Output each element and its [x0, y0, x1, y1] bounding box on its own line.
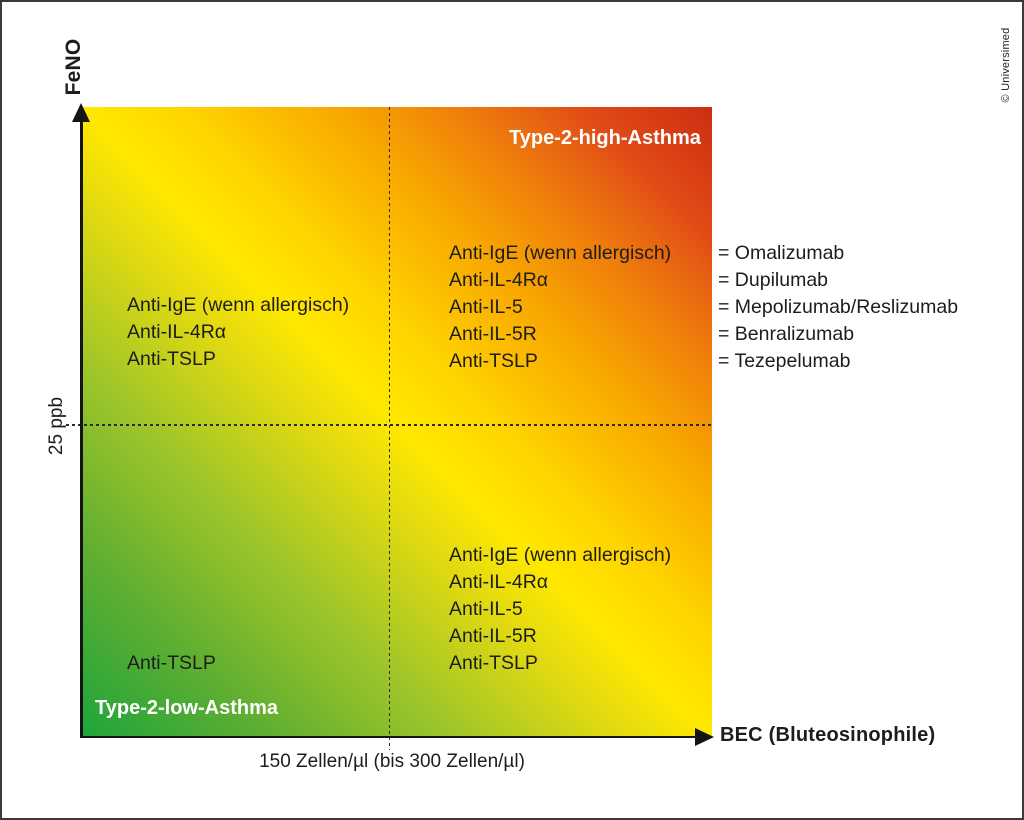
upper-right-therapy-list: Anti-IgE (wenn allergisch) Anti-IL-4Rα A…: [449, 240, 671, 375]
therapy-item: Anti-IgE (wenn allergisch): [449, 242, 672, 264]
x-axis-threshold-label: 150 Zellen/µl (bis 300 Zellen/µl): [259, 751, 525, 772]
therapy-item: Anti-TSLP: [127, 652, 216, 674]
x-axis-arrow-icon: [695, 728, 714, 746]
therapy-item: Anti-IL-4Rα: [449, 571, 549, 593]
therapy-item: Anti-IL-4Rα: [449, 269, 549, 291]
risk-gradient-field: [82, 107, 712, 737]
drug-legend: = Omalizumab = Dupilumab = Mepolizumab/R…: [718, 240, 958, 375]
therapy-item: Anti-TSLP: [449, 350, 538, 372]
lower-right-therapy-list: Anti-IgE (wenn allergisch) Anti-IL-4Rα A…: [449, 542, 671, 677]
therapy-item: Anti-IL-5R: [449, 323, 537, 345]
y-axis-threshold-label: 25 ppb: [46, 396, 67, 456]
feno-threshold-dashed-line: [66, 424, 712, 426]
therapy-item: Anti-IgE (wenn allergisch): [449, 544, 672, 566]
legend-item: = Tezepelumab: [718, 350, 851, 372]
x-axis-title: BEC (Bluteosinophile): [720, 724, 936, 746]
x-axis-line: [81, 735, 701, 738]
y-axis-line: [80, 116, 83, 738]
therapy-item: Anti-IL-5: [449, 598, 523, 620]
therapy-item: Anti-IL-4Rα: [127, 321, 227, 343]
legend-item: = Benralizumab: [718, 323, 855, 345]
copyright-credit: © Universimed: [1000, 27, 1012, 103]
therapy-item: Anti-IL-5: [449, 296, 523, 318]
lower-left-therapy-list: Anti-TSLP: [127, 650, 216, 677]
legend-item: = Mepolizumab/Reslizumab: [718, 296, 959, 318]
type2-low-asthma-title: Type-2-low-Asthma: [95, 697, 278, 719]
bec-threshold-dashed-line: [388, 107, 391, 750]
therapy-item: Anti-TSLP: [449, 652, 538, 674]
legend-item: = Dupilumab: [718, 269, 829, 291]
therapy-item: Anti-IgE (wenn allergisch): [127, 294, 350, 316]
y-axis-arrow-icon: [72, 103, 90, 122]
upper-left-therapy-list: Anti-IgE (wenn allergisch) Anti-IL-4Rα A…: [127, 292, 349, 373]
type2-high-asthma-title: Type-2-high-Asthma: [509, 127, 701, 149]
legend-item: = Omalizumab: [718, 242, 845, 264]
therapy-item: Anti-TSLP: [127, 348, 216, 370]
y-axis-title: FeNO: [62, 38, 85, 96]
therapy-item: Anti-IL-5R: [449, 625, 537, 647]
